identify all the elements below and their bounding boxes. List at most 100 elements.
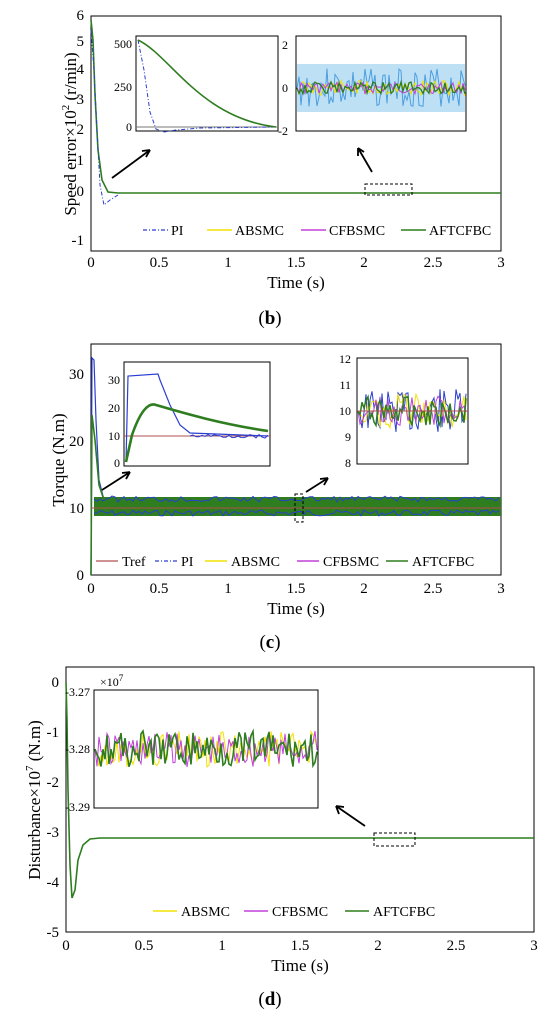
panel-d-ytick: 0 — [52, 675, 60, 691]
panel-c-inset-2-ytick: 10 — [339, 404, 351, 418]
panel-c-yticks: 0 10 20 30 — [69, 367, 84, 584]
panel-b-legend-label: AFTCFBC — [429, 224, 491, 239]
panel-b-zoom-region — [364, 183, 413, 196]
panel-d-ytick: -1 — [47, 725, 60, 741]
panel-b-inset-2-ytick: 2 — [282, 38, 288, 52]
panel-d-xticks: 0 0.5 1 1.5 2 2.5 3 — [62, 938, 538, 954]
panel-c-xticks: 0 0.5 1 1.5 2 2.5 3 — [87, 581, 505, 597]
panel-c-legend: Tref PI ABSMC CFBSMC AFTCFBC — [96, 555, 474, 570]
panel-c-xtick: 2.5 — [424, 581, 443, 597]
panel-d-legend-label: CFBSMC — [272, 905, 328, 920]
panel-c-inset-2-ytick: 12 — [339, 352, 351, 366]
panel-b-ytick: 2 — [77, 122, 85, 138]
panel-c-legend-label: AFTCFBC — [412, 555, 474, 570]
panel-b-ytick: 5 — [77, 34, 85, 50]
panel-b-yticks: -1 0 1 2 3 4 5 6 — [72, 8, 85, 249]
panel-d-xtick: 2.5 — [447, 938, 466, 954]
panel-c-ytick: 0 — [77, 568, 85, 584]
panel-b-inset-1-ytick: 500 — [114, 37, 132, 51]
panel-b-xticks: 0 0.5 1 1.5 2 2.5 3 — [87, 255, 505, 271]
panel-b-main-curve — [90, 19, 501, 194]
panel-c-inset-2: 8 9 10 11 12 — [339, 352, 469, 470]
panel-c-inset-1-ytick: 30 — [108, 373, 120, 387]
panel-b: -1 0 1 2 3 4 5 6 0 0.5 1 1.5 2 2.5 3 Tim… — [60, 8, 505, 329]
panel-d-inset-ytick: -3.27 — [65, 685, 90, 699]
panel-b-ytick: 3 — [77, 92, 85, 108]
panel-c-legend-label: CFBSMC — [323, 555, 379, 570]
panel-c-legend-label: PI — [181, 555, 194, 570]
panel-d-ytick: -4 — [47, 875, 60, 891]
panel-b-xlabel: Time (s) — [267, 273, 324, 292]
panel-c-arrow-2 — [305, 477, 329, 493]
panel-c-xtick: 0.5 — [150, 581, 169, 597]
panel-d-xtick: 0 — [62, 938, 70, 954]
panel-b-inset-1-aftcfbc — [137, 39, 277, 128]
panel-b-inset-1: 0 250 500 — [114, 35, 279, 134]
panel-b-legend: PI ABSMC CFBSMC AFTCFBC — [143, 224, 491, 239]
panel-b-inset-1-ytick: 0 — [126, 120, 132, 134]
panel-d-inset-aftcfbc-noise — [94, 728, 318, 769]
panel-d-legend: ABSMC CFBSMC AFTCFBC — [153, 905, 435, 920]
panel-d-xtick: 2 — [374, 938, 382, 954]
panel-c-caption: (c) — [259, 632, 280, 653]
panel-b-ytick: 4 — [77, 62, 85, 78]
panel-d-xtick: 3 — [530, 938, 538, 954]
panel-c-legend-label: Tref — [122, 555, 146, 570]
panel-d-inset-ytick: -3.28 — [65, 742, 90, 756]
panel-b-ytick: 6 — [77, 8, 85, 24]
panel-b-arrow-2 — [357, 147, 373, 173]
panel-b-inset-2-ytick: -2 — [278, 124, 288, 138]
panel-d: -5 -4 -3 -2 -1 0 0 0.5 1 1.5 2 2.5 3 Tim… — [24, 666, 538, 1010]
panel-c-xlabel: Time (s) — [267, 599, 324, 618]
panel-c: 0 10 20 30 0 0.5 1 1.5 2 2.5 3 Time (s) … — [49, 343, 505, 653]
panel-b-xtick: 0.5 — [150, 255, 169, 271]
panel-c-inset-1-pi-noise — [189, 433, 269, 439]
panel-d-xlabel: Time (s) — [271, 956, 328, 975]
panel-d-ylabel: Disturbance×107 (N.m) — [24, 720, 44, 880]
panel-b-legend-label: CFBSMC — [329, 224, 385, 239]
panel-b-caption: (b) — [258, 308, 281, 329]
panel-d-yticks: -5 -4 -3 -2 -1 0 — [47, 675, 60, 941]
panel-b-inset-1-ytick: 250 — [114, 80, 132, 94]
panel-d-arrow — [335, 805, 366, 827]
panel-c-xtick: 3 — [497, 581, 505, 597]
panel-d-ytick: -3 — [47, 825, 60, 841]
panel-b-axes-box — [90, 15, 502, 252]
panel-c-inset-2-ytick: 9 — [345, 430, 351, 444]
panel-c-inset-1-aftcfbc — [124, 403, 269, 463]
panel-c-inset-2-ytick: 8 — [345, 456, 351, 470]
panel-b-xtick: 1.5 — [287, 255, 306, 271]
panel-c-pi-transient — [90, 356, 105, 576]
panel-c-legend-label: ABSMC — [231, 555, 280, 570]
panel-d-caption: (d) — [258, 989, 281, 1010]
panel-b-inset-2-ytick: 0 — [282, 81, 288, 95]
panel-c-inset-1-ytick: 10 — [108, 429, 120, 443]
panel-b-xtick: 3 — [497, 255, 505, 271]
panel-d-legend-label: ABSMC — [181, 905, 230, 920]
panel-c-aftcfbc-transient — [90, 414, 105, 576]
panel-b-ytick: 0 — [77, 184, 85, 200]
panel-c-ytick: 20 — [69, 434, 84, 450]
panel-b-ytick: -1 — [72, 233, 85, 249]
panel-c-arrow-1 — [101, 471, 131, 491]
panel-c-inset-1-ytick: 20 — [108, 401, 120, 415]
panel-c-ripple-band — [94, 497, 501, 516]
panel-b-xtick: 2.5 — [424, 255, 443, 271]
panel-b-legend-label: PI — [171, 224, 184, 239]
panel-d-ytick: -2 — [47, 775, 60, 791]
panel-d-main-curve — [65, 681, 534, 899]
panel-c-xtick: 0 — [87, 581, 95, 597]
panel-b-inset-2-absmc-noise — [296, 78, 466, 97]
panel-c-ylabel: Torque (N.m) — [49, 413, 68, 506]
panel-c-inset-1-ytick: 0 — [114, 456, 120, 470]
panel-b-ytick: 1 — [77, 153, 85, 169]
panel-c-ytick: 30 — [69, 367, 84, 383]
panel-c-inset-2-ytick: 11 — [339, 378, 351, 392]
panel-c-inset-2-aftcfbc-noise — [357, 394, 467, 429]
panel-b-xtick: 0 — [87, 255, 95, 271]
panel-c-inset-1: 0 10 20 30 — [108, 361, 271, 470]
panel-c-ripple-bottom — [93, 509, 500, 517]
panel-b-inset-2: -2 0 2 — [278, 35, 467, 138]
panel-c-ripple-top — [93, 495, 500, 503]
